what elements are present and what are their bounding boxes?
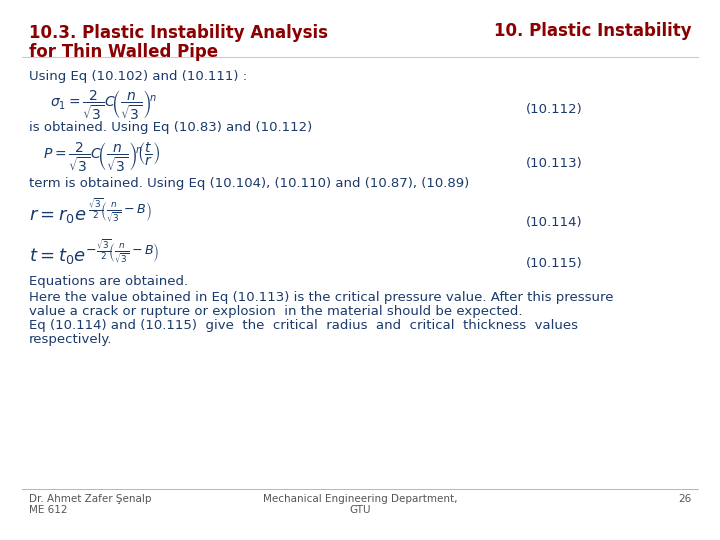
- Text: Here the value obtained in Eq (10.113) is the critical pressure value. After thi: Here the value obtained in Eq (10.113) i…: [29, 291, 613, 303]
- Text: (10.114): (10.114): [526, 216, 582, 229]
- Text: (10.112): (10.112): [526, 103, 582, 116]
- Text: (10.115): (10.115): [526, 256, 582, 269]
- Text: Dr. Ahmet Zafer Şenalp: Dr. Ahmet Zafer Şenalp: [29, 494, 151, 504]
- Text: GTU: GTU: [349, 505, 371, 515]
- Text: $\sigma_1 = \dfrac{2}{\sqrt{3}} C\!\left(\dfrac{n}{\sqrt{3}}\right)^{\!n}$: $\sigma_1 = \dfrac{2}{\sqrt{3}} C\!\left…: [50, 89, 158, 123]
- Text: respectively.: respectively.: [29, 333, 112, 346]
- Text: value a crack or rupture or explosion  in the material should be expected.: value a crack or rupture or explosion in…: [29, 305, 522, 318]
- Text: $P = \dfrac{2}{\sqrt{3}} C\!\left(\dfrac{n}{\sqrt{3}}\right)^{\!n}\!\!\left(\dfr: $P = \dfrac{2}{\sqrt{3}} C\!\left(\dfrac…: [43, 140, 161, 174]
- Text: $t = t_0 e^{-\frac{\sqrt{3}}{2}\!\left(\frac{n}{\sqrt{3}}-B\right)}$: $t = t_0 e^{-\frac{\sqrt{3}}{2}\!\left(\…: [29, 238, 159, 267]
- Text: 26: 26: [678, 494, 691, 504]
- Text: 10. Plastic Instability: 10. Plastic Instability: [494, 22, 691, 39]
- Text: Eq (10.114) and (10.115)  give  the  critical  radius  and  critical  thickness : Eq (10.114) and (10.115) give the critic…: [29, 319, 577, 332]
- Text: is obtained. Using Eq (10.83) and (10.112): is obtained. Using Eq (10.83) and (10.11…: [29, 122, 312, 134]
- Text: term is obtained. Using Eq (10.104), (10.110) and (10.87), (10.89): term is obtained. Using Eq (10.104), (10…: [29, 177, 469, 190]
- Text: for Thin Walled Pipe: for Thin Walled Pipe: [29, 43, 218, 61]
- Text: ME 612: ME 612: [29, 505, 67, 515]
- Text: Using Eq (10.102) and (10.111) :: Using Eq (10.102) and (10.111) :: [29, 70, 247, 83]
- Text: (10.113): (10.113): [526, 157, 582, 170]
- Text: $r = r_0 e^{\,\frac{\sqrt{3}}{2}\!\left(\frac{n}{\sqrt{3}}-B\right)}$: $r = r_0 e^{\,\frac{\sqrt{3}}{2}\!\left(…: [29, 197, 151, 226]
- Text: Equations are obtained.: Equations are obtained.: [29, 275, 188, 288]
- Text: 10.3. Plastic Instability Analysis: 10.3. Plastic Instability Analysis: [29, 24, 328, 42]
- Text: Mechanical Engineering Department,: Mechanical Engineering Department,: [263, 494, 457, 504]
